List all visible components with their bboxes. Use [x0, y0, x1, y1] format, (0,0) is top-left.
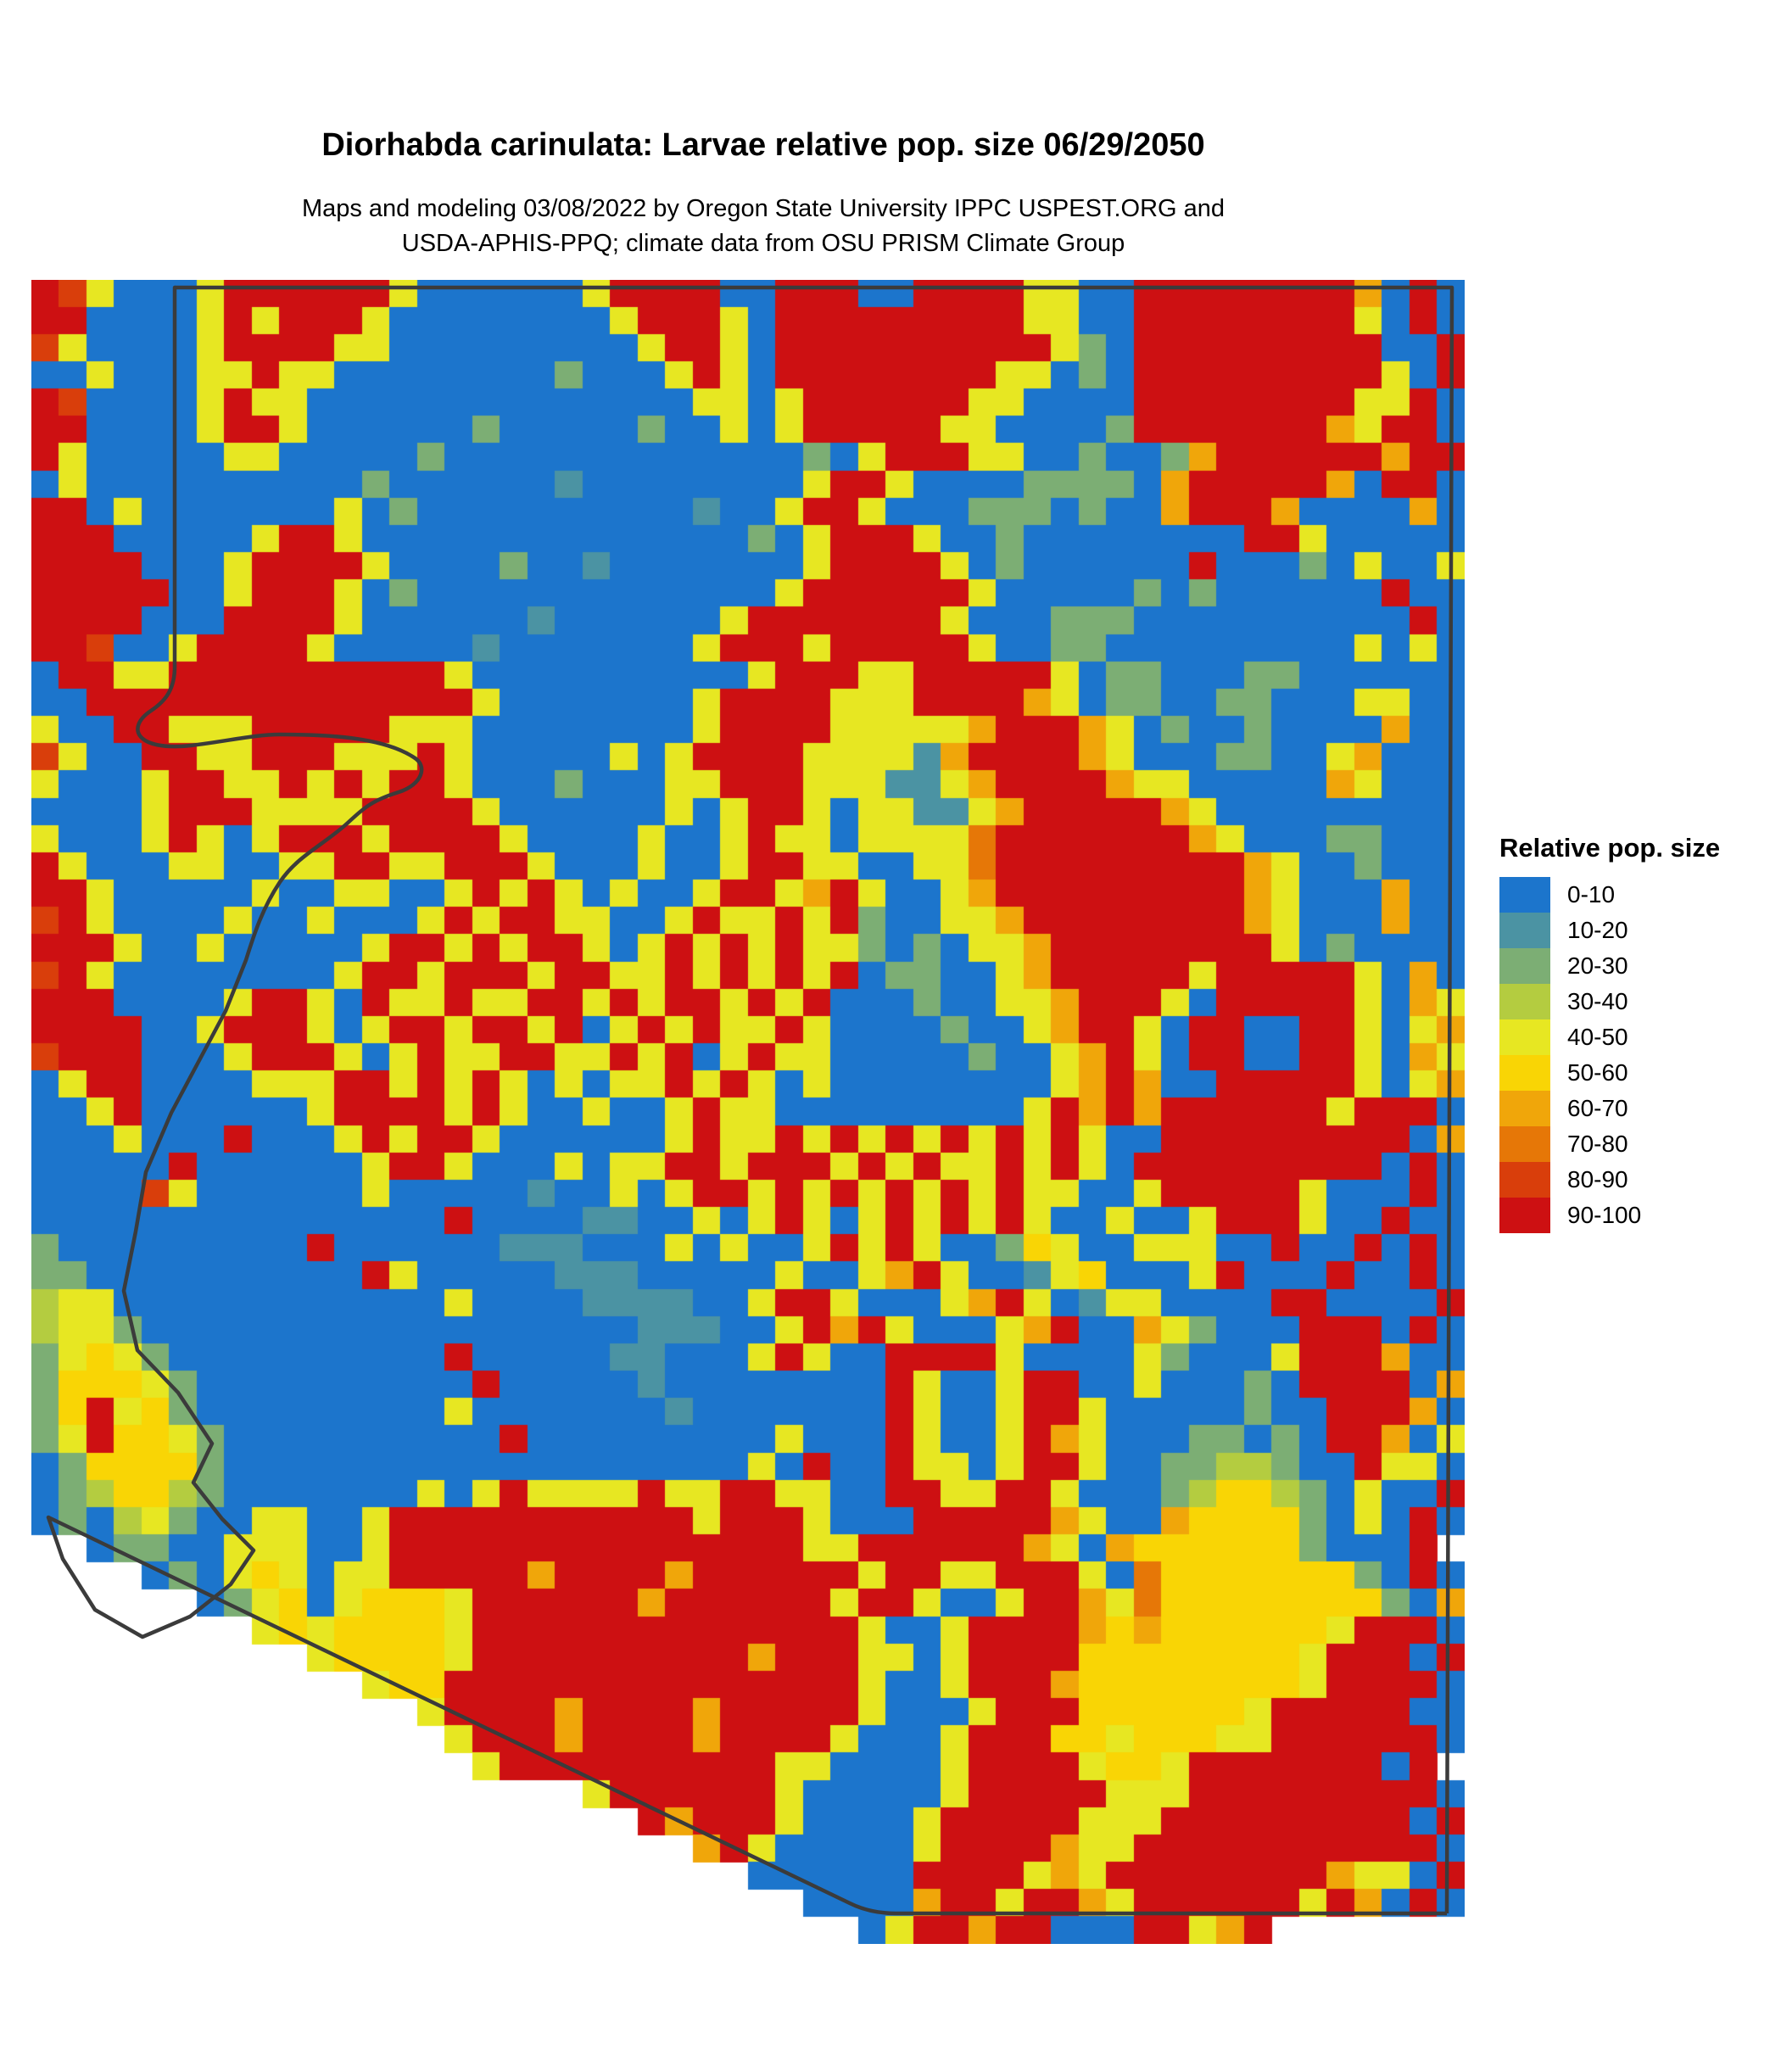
legend-label: 70-80 [1567, 1131, 1628, 1157]
legend-entries: 0-10 10-20 20-30 30-40 40-50 50-60 60-70 70-80 8… [1499, 877, 1720, 1233]
legend-swatch-30-40 [1499, 984, 1550, 1019]
subtitle-line-2: USDA-APHIS-PPQ; climate data from OSU PR… [401, 229, 1125, 257]
legend-swatch-10-20 [1499, 913, 1550, 948]
legend-label: 20-30 [1567, 952, 1628, 979]
legend-label: 90-100 [1567, 1202, 1642, 1228]
map-subtitle: Maps and modeling 03/08/2022 by Oregon S… [0, 192, 1527, 260]
legend-label: 80-90 [1567, 1166, 1628, 1192]
population-raster-map [31, 280, 1465, 1944]
legend-swatch-20-30 [1499, 948, 1550, 984]
legend-swatch-0-10 [1499, 877, 1550, 913]
legend-swatch-40-50 [1499, 1019, 1550, 1055]
legend-label: 30-40 [1567, 988, 1628, 1014]
legend-row-40-50: 40-50 [1499, 1019, 1720, 1055]
legend-swatch-70-80 [1499, 1126, 1550, 1162]
legend-label: 10-20 [1567, 917, 1628, 943]
legend-label: 50-60 [1567, 1059, 1628, 1086]
legend-label: 40-50 [1567, 1024, 1628, 1050]
legend-swatch-90-100 [1499, 1198, 1550, 1233]
legend-row-20-30: 20-30 [1499, 948, 1720, 984]
legend-title: Relative pop. size [1499, 833, 1721, 863]
legend-row-60-70: 60-70 [1499, 1091, 1720, 1126]
legend-row-10-20: 10-20 [1499, 913, 1720, 948]
legend-row-90-100: 90-100 [1499, 1198, 1720, 1233]
legend-row-80-90: 80-90 [1499, 1162, 1720, 1198]
legend-row-70-80: 70-80 [1499, 1126, 1720, 1162]
legend: Relative pop. size 0-10 10-20 20-30 30-40 40… [1499, 833, 1720, 1233]
legend-row-30-40: 30-40 [1499, 984, 1720, 1019]
map-title: Diorhabda carinulata: Larvae relative po… [321, 127, 1205, 163]
legend-label: 60-70 [1567, 1095, 1628, 1121]
legend-row-50-60: 50-60 [1499, 1055, 1720, 1091]
legend-row-0-10: 0-10 [1499, 877, 1720, 913]
legend-swatch-80-90 [1499, 1162, 1550, 1198]
legend-swatch-50-60 [1499, 1055, 1550, 1091]
legend-label: 0-10 [1567, 881, 1616, 908]
legend-swatch-60-70 [1499, 1091, 1550, 1126]
subtitle-line-1: Maps and modeling 03/08/2022 by Oregon S… [301, 195, 1225, 222]
